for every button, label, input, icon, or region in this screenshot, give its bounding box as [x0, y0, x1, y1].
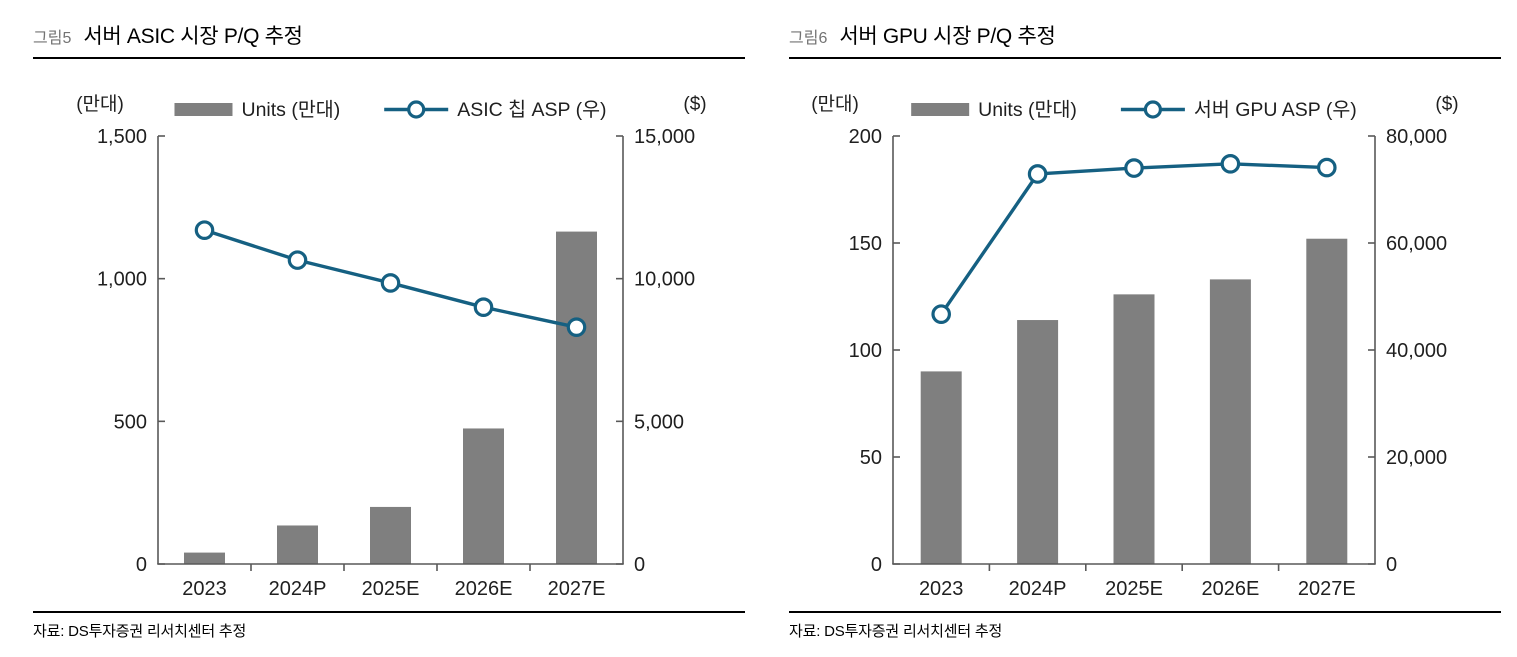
left-tick-label: 50: [860, 447, 882, 469]
line-marker-2023: [194, 220, 215, 240]
source-note: 자료: DS투자증권 리서치센터 추정: [789, 611, 1501, 641]
legend-line-label: ASIC 칩 ASP (우): [457, 99, 606, 121]
x-label-2025E: 2025E: [362, 578, 420, 600]
x-label-2024P: 2024P: [1009, 578, 1067, 600]
left-tick-label: 500: [114, 411, 147, 433]
chart-panel-server-asic: 그림5 서버 ASIC 시장 P/Q 추정 0 500 1,000 1,500 0 5,0…: [33, 20, 745, 657]
x-label-2026E: 2026E: [455, 578, 513, 600]
right-tick-label: 80,000: [1386, 126, 1447, 148]
line-marker-2027E: [566, 317, 587, 337]
right-tick-label: 0: [634, 554, 645, 576]
legend-line-marker: [1143, 100, 1162, 119]
legend-line-marker: [407, 100, 426, 119]
left-axis-unit: (만대): [76, 93, 124, 115]
legend-bar-label: Units (만대): [978, 99, 1077, 121]
left-tick-label: 0: [871, 554, 882, 576]
chart-title: 서버 GPU 시장 P/Q 추정: [839, 25, 1056, 48]
left-axis-unit: (만대): [811, 93, 859, 115]
x-label-2025E: 2025E: [1105, 578, 1163, 600]
bar-2025E: [370, 506, 411, 564]
figure-number-label: 그림6: [789, 30, 828, 47]
legend-bar-label: Units (만대): [241, 99, 340, 121]
right-tick-label: 5,000: [634, 411, 684, 433]
legend-line-label: 서버 GPU ASP (우): [1194, 99, 1357, 121]
right-tick-label: 0: [1386, 554, 1397, 576]
x-label-2024P: 2024P: [269, 578, 327, 600]
line-marker-2024P: [1027, 164, 1048, 184]
bar-2024P: [1017, 320, 1059, 564]
x-label-2026E: 2026E: [1201, 578, 1259, 600]
chart-panel-server-gpu: 그림6 서버 GPU 시장 P/Q 추정 0 50 100 150 200 0 20,000…: [789, 20, 1501, 657]
right-tick-label: 60,000: [1386, 233, 1447, 255]
right-tick-label: 40,000: [1386, 340, 1447, 362]
x-label-2023: 2023: [919, 578, 964, 600]
figure-number-label: 그림5: [33, 30, 72, 47]
left-tick-label: 0: [136, 554, 147, 576]
line-marker-2025E: [1124, 158, 1144, 178]
source-note: 자료: DS투자증권 리서치센터 추정: [33, 611, 745, 641]
line-marker-2026E: [1220, 154, 1241, 174]
bar-2025E: [1113, 294, 1155, 564]
legend-bar-swatch: [174, 103, 233, 116]
left-tick-label: 1,500: [97, 126, 147, 148]
gpu-chart-canvas: 0 50 100 150 200 0 20,000 40,000 60,000 80,000 202…: [811, 93, 1458, 600]
asp-line: [939, 162, 1327, 316]
chart-title: 서버 ASIC 시장 P/Q 추정: [83, 25, 303, 48]
right-axis-unit: ($): [1435, 94, 1458, 115]
x-label-2027E: 2027E: [1298, 578, 1356, 600]
bar-2027E: [1306, 238, 1348, 564]
left-tick-label: 100: [849, 340, 882, 362]
chart-header-asic: 그림5 서버 ASIC 시장 P/Q 추정: [33, 20, 745, 59]
right-tick-label: 10,000: [634, 269, 695, 291]
bar-2023: [920, 371, 962, 564]
bar-2026E: [463, 428, 504, 564]
left-tick-label: 150: [849, 233, 882, 255]
bar-2026E: [1209, 279, 1251, 564]
left-tick-label: 200: [849, 126, 882, 148]
bar-2024P: [277, 525, 318, 564]
line-marker-2024P: [287, 250, 308, 270]
line-marker-2025E: [380, 273, 401, 293]
legend-bar-swatch: [911, 103, 970, 116]
right-tick-label: 15,000: [634, 126, 695, 148]
line-marker-2023: [931, 304, 951, 324]
bar-2023: [184, 552, 225, 564]
right-axis-unit: ($): [683, 94, 706, 115]
chart-header-gpu: 그림6 서버 GPU 시장 P/Q 추정: [789, 20, 1501, 59]
bar-2027E: [556, 231, 597, 564]
left-tick-label: 1,000: [97, 269, 147, 291]
asic-chart-canvas: 0 500 1,000 1,500 0 5,000 10,000 15,000 2023 2024…: [76, 93, 706, 600]
line-marker-2027E: [1316, 157, 1337, 178]
x-label-2027E: 2027E: [548, 578, 606, 600]
right-tick-label: 20,000: [1386, 447, 1447, 469]
x-label-2023: 2023: [182, 578, 227, 600]
line-marker-2026E: [473, 297, 494, 317]
